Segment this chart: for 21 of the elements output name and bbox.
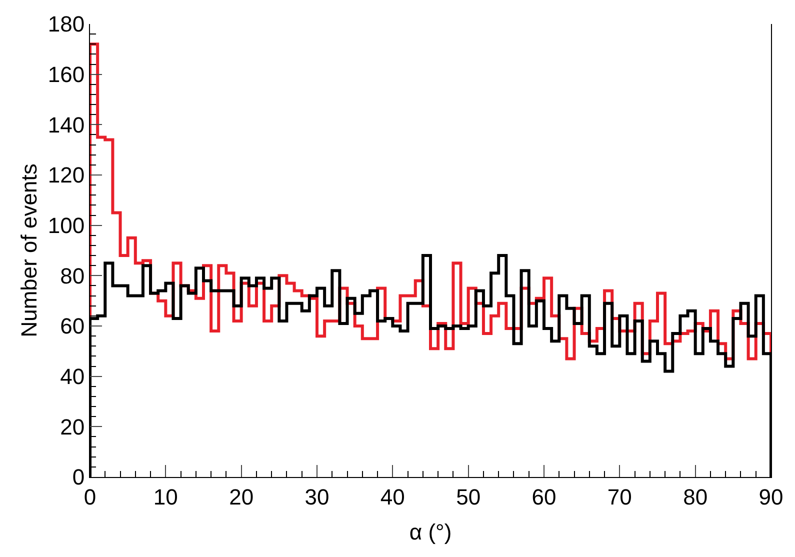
y-tick-label: 80 xyxy=(60,263,85,288)
x-tick-label: 10 xyxy=(153,484,178,510)
y-tick-label: 160 xyxy=(48,62,85,88)
y-tick-label: 180 xyxy=(48,12,85,37)
y-tick-label: 120 xyxy=(48,162,85,188)
x-tick-label: 50 xyxy=(456,484,481,510)
y-tick-label: 40 xyxy=(60,364,85,390)
x-tick-label: 20 xyxy=(229,484,254,510)
x-axis-title: α (°) xyxy=(409,519,452,544)
x-tick-label: 90 xyxy=(758,484,784,510)
y-tick-label: 100 xyxy=(48,213,85,238)
x-tick-label: 30 xyxy=(304,484,330,510)
y-tick-label: 140 xyxy=(48,112,85,138)
x-tick-label: 80 xyxy=(683,484,708,510)
x-tick-label: 40 xyxy=(380,484,405,510)
y-tick-label: 20 xyxy=(60,414,85,440)
x-tick-label: 60 xyxy=(532,484,556,510)
y-tick-label: 0 xyxy=(72,464,85,490)
y-tick-label: 60 xyxy=(60,314,85,339)
x-tick-label: 70 xyxy=(607,484,632,510)
y-axis-title: Number of events xyxy=(16,164,42,338)
